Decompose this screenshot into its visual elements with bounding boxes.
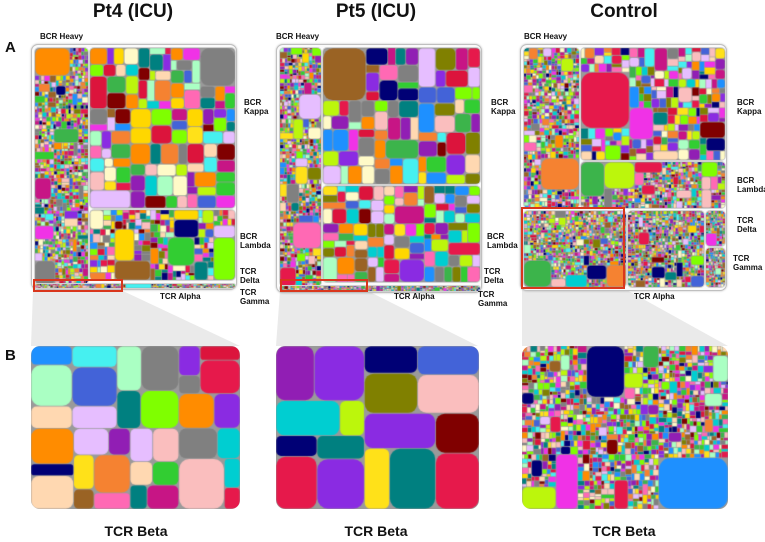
zoom-cone-pt4 [31,291,240,346]
zoom-tcr-beta-control [522,346,728,509]
region-tcr-beta-control [523,210,627,288]
label-tcr-alpha-pt5: TCR Alpha [394,292,435,301]
region-bcr-heavy-control [523,47,580,209]
zoom-tcr-beta-pt5 [276,346,479,509]
label-tcr-gamma-pt4: TCR Gamma [240,288,270,306]
treemap-panel-pt4 [31,44,237,290]
region-bcr-lambda-pt4 [89,209,236,281]
zoom-cone-control [522,289,728,346]
bottom-title-pt5: TCR Beta [344,523,408,539]
region-bcr-kappa-pt5 [322,47,481,185]
region-tcr-gamma-control [705,247,726,288]
label-bcr-heavy-pt5: BCR Heavy [276,32,320,41]
bottom-title-control: TCR Beta [592,523,656,539]
label-bcr-kappa-pt5: BCR Kappa [491,98,516,116]
bottom-title-pt4: TCR Beta [104,523,168,539]
label-tcr-delta-pt5: TCR Delta [484,267,504,285]
region-bcr-kappa-control [580,47,726,161]
region-bcr-heavy-pt5 [279,47,322,287]
treemap-panel-pt5 [276,44,482,293]
label-bcr-lambda-pt5: BCR Lambda [487,232,518,250]
region-bcr-kappa-pt4 [89,47,236,209]
region-bcr-heavy-pt4 [34,47,89,285]
column-title-pt4: Pt4 (ICU) [92,1,174,22]
region-tcr-alpha-pt5 [279,285,481,292]
label-bcr-heavy-pt4: BCR Heavy [40,32,84,41]
column-title-control: Control [590,1,658,22]
row-label-a: A [5,39,16,56]
label-bcr-kappa-pt4: BCR Kappa [244,98,269,116]
column-title-pt5: Pt5 (ICU) [335,1,417,22]
label-bcr-lambda-control: BCR Lambda [737,176,765,194]
region-tcr-alpha-control [627,210,705,288]
zoom-tcr-beta-pt4 [31,346,240,509]
highlight-box-control [521,207,625,289]
region-bcr-lambda-control [580,161,726,209]
label-bcr-lambda-pt4: BCR Lambda [240,232,271,250]
label-tcr-alpha-pt4: TCR Alpha [160,292,201,301]
label-bcr-heavy-control: BCR Heavy [524,32,568,41]
zoom-cone-pt5 [276,291,478,346]
region-tcr-delta-control [705,210,726,247]
row-label-b: B [5,347,16,364]
label-tcr-delta-pt4: TCR Delta [240,267,260,285]
treemap-panel-control [520,44,727,291]
label-tcr-gamma-pt5: TCR Gamma [478,290,508,308]
label-tcr-delta-control: TCR Delta [737,216,757,234]
highlight-box-pt4 [33,279,123,292]
label-tcr-alpha-control: TCR Alpha [634,292,675,301]
label-bcr-kappa-control: BCR Kappa [737,98,762,116]
region-bcr-lambda-pt5 [322,185,481,283]
highlight-box-pt5 [280,279,368,292]
label-tcr-gamma-control: TCR Gamma [733,254,763,272]
